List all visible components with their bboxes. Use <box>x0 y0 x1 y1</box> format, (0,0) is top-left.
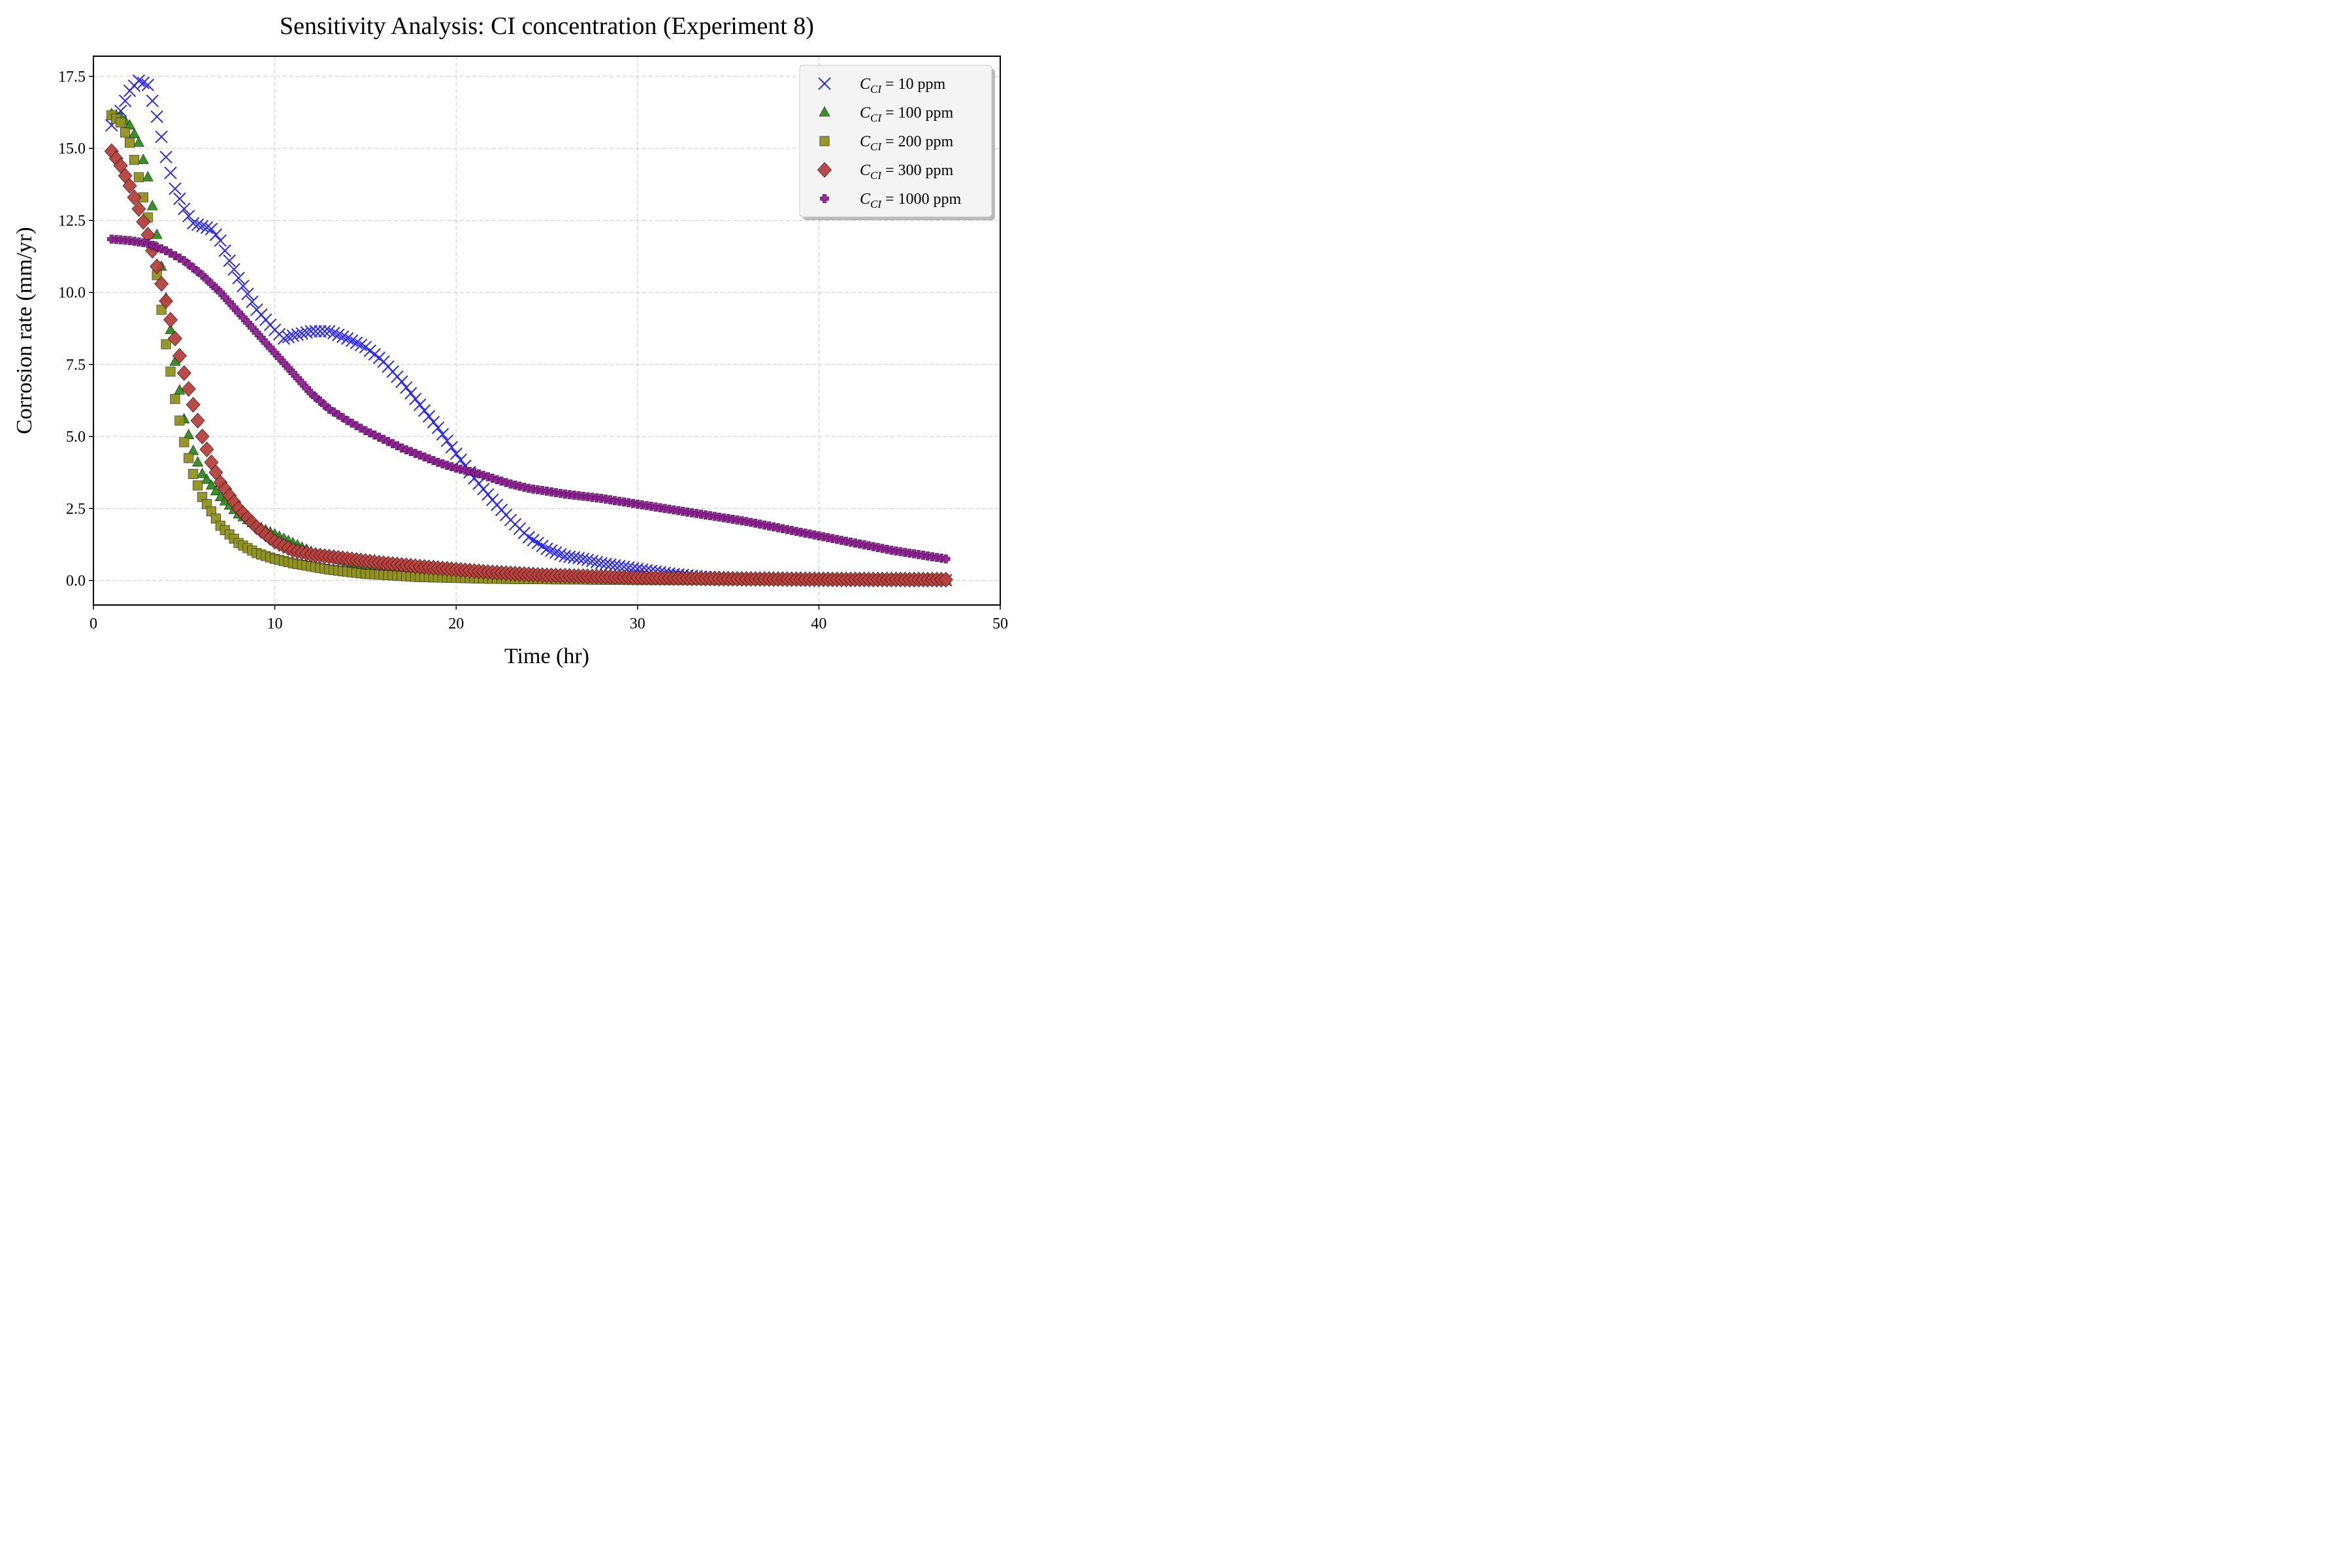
data-point <box>133 137 144 146</box>
y-tick-label: 2.5 <box>66 500 86 517</box>
data-point <box>120 128 129 137</box>
data-point <box>151 111 163 123</box>
data-point <box>205 223 217 235</box>
data-point <box>282 331 294 343</box>
x-tick-label: 30 <box>630 615 645 632</box>
data-point <box>278 333 289 344</box>
data-point <box>197 220 208 232</box>
y-tick-label: 17.5 <box>58 69 86 86</box>
data-point <box>400 382 412 393</box>
data-point <box>446 442 457 453</box>
data-point <box>423 410 435 422</box>
data-point <box>337 331 349 342</box>
data-point <box>328 327 340 339</box>
data-point <box>432 422 444 434</box>
data-point <box>184 453 193 463</box>
data-point <box>436 429 448 440</box>
data-point <box>129 155 139 165</box>
y-tick-label: 0.0 <box>66 573 86 590</box>
x-tick-label: 50 <box>992 615 1008 632</box>
x-axis-label: Time (hr) <box>504 644 589 668</box>
data-point <box>169 183 181 195</box>
x-tick-label: 10 <box>267 615 283 632</box>
data-point <box>195 429 209 444</box>
y-tick-label: 10.0 <box>58 285 86 302</box>
data-point <box>146 95 158 106</box>
data-point <box>160 151 172 163</box>
x-tick-label: 40 <box>811 615 826 632</box>
data-point <box>193 457 203 466</box>
data-point <box>396 376 408 387</box>
data-point <box>555 548 566 560</box>
data-point <box>414 399 426 411</box>
data-point <box>116 118 125 127</box>
data-point <box>201 221 213 233</box>
legend-marker <box>820 137 829 146</box>
data-point <box>178 203 190 215</box>
data-point <box>165 167 176 179</box>
data-point <box>166 367 175 376</box>
y-tick-label: 5.0 <box>66 429 86 446</box>
legend: CCI = 10 ppmCCI = 100 ppmCCI = 200 ppmCC… <box>800 65 995 220</box>
data-point <box>161 340 171 349</box>
data-point <box>175 416 184 425</box>
y-tick-label: 7.5 <box>66 357 86 374</box>
y-axis-label: Corrosion rate (mm/yr) <box>12 227 37 434</box>
data-point <box>428 416 440 428</box>
data-point <box>333 329 344 341</box>
data-point <box>193 481 202 490</box>
data-point <box>192 219 204 231</box>
data-point <box>174 193 186 204</box>
data-point <box>171 394 180 403</box>
data-point <box>188 218 199 229</box>
data-point <box>191 413 204 428</box>
data-point <box>142 171 153 181</box>
data-point <box>134 172 143 182</box>
y-tick-label: 15.0 <box>58 140 86 157</box>
data-point <box>188 469 197 478</box>
data-point <box>177 366 191 381</box>
data-point <box>137 77 149 89</box>
data-point <box>186 397 200 412</box>
y-tick-label: 12.5 <box>58 212 86 229</box>
data-point <box>147 200 157 210</box>
data-point <box>210 229 221 240</box>
data-point <box>419 404 431 416</box>
data-point <box>155 131 167 142</box>
data-point <box>410 393 421 405</box>
data-point <box>125 138 134 147</box>
data-point <box>129 128 139 138</box>
data-point <box>550 547 562 559</box>
chart-title: Sensitivity Analysis: CI concentration (… <box>280 12 814 40</box>
data-point <box>200 442 214 457</box>
data-point <box>219 245 231 257</box>
data-point <box>120 95 131 106</box>
x-tick-label: 20 <box>448 615 464 632</box>
x-tick-label: 0 <box>90 615 97 632</box>
data-point <box>138 154 148 164</box>
data-point <box>180 438 189 447</box>
data-point <box>214 235 226 246</box>
data-point <box>405 387 417 399</box>
chart: Sensitivity Analysis: CI concentration (… <box>0 0 1019 679</box>
